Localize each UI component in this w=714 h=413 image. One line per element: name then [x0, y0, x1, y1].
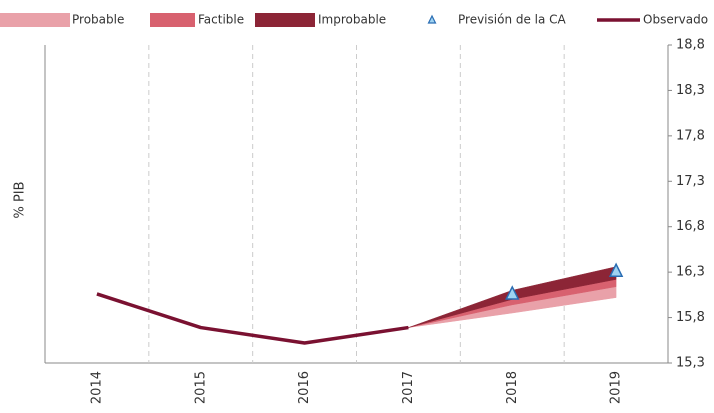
forecast-marker	[505, 285, 520, 300]
y-tick-label: 17,3	[676, 174, 705, 189]
y-tick-label: 18,8	[676, 38, 705, 53]
legend-swatch	[427, 14, 437, 24]
y-tick-label: 16,8	[676, 219, 705, 234]
legend-label: Probable	[72, 13, 124, 27]
y-tick-label: 16,3	[676, 265, 705, 280]
x-tick-label: 2017	[401, 371, 416, 404]
legend-label: Observado	[643, 13, 708, 27]
x-tick-label: 2018	[505, 371, 520, 404]
y-tick-label: 18,3	[676, 83, 705, 98]
forecast-marker	[608, 262, 624, 277]
legend-swatch	[255, 13, 315, 27]
x-tick-label: 2019	[609, 371, 624, 404]
legend-label: Previsión de la CA	[458, 13, 567, 27]
x-tick-label: 2014	[89, 371, 104, 404]
legend-swatch	[0, 13, 70, 27]
legend-label: Factible	[198, 13, 244, 27]
legend-swatch	[150, 13, 195, 27]
x-tick-label: 2015	[193, 371, 208, 404]
y-tick-label: 15,8	[676, 310, 705, 325]
y-tick-label: 17,8	[676, 128, 705, 143]
y-tick-label: 15,3	[676, 356, 705, 371]
legend-label: Improbable	[318, 13, 386, 27]
observed-line	[96, 292, 409, 345]
x-tick-label: 2016	[297, 371, 312, 404]
y-axis-label: % PIB	[13, 181, 28, 218]
